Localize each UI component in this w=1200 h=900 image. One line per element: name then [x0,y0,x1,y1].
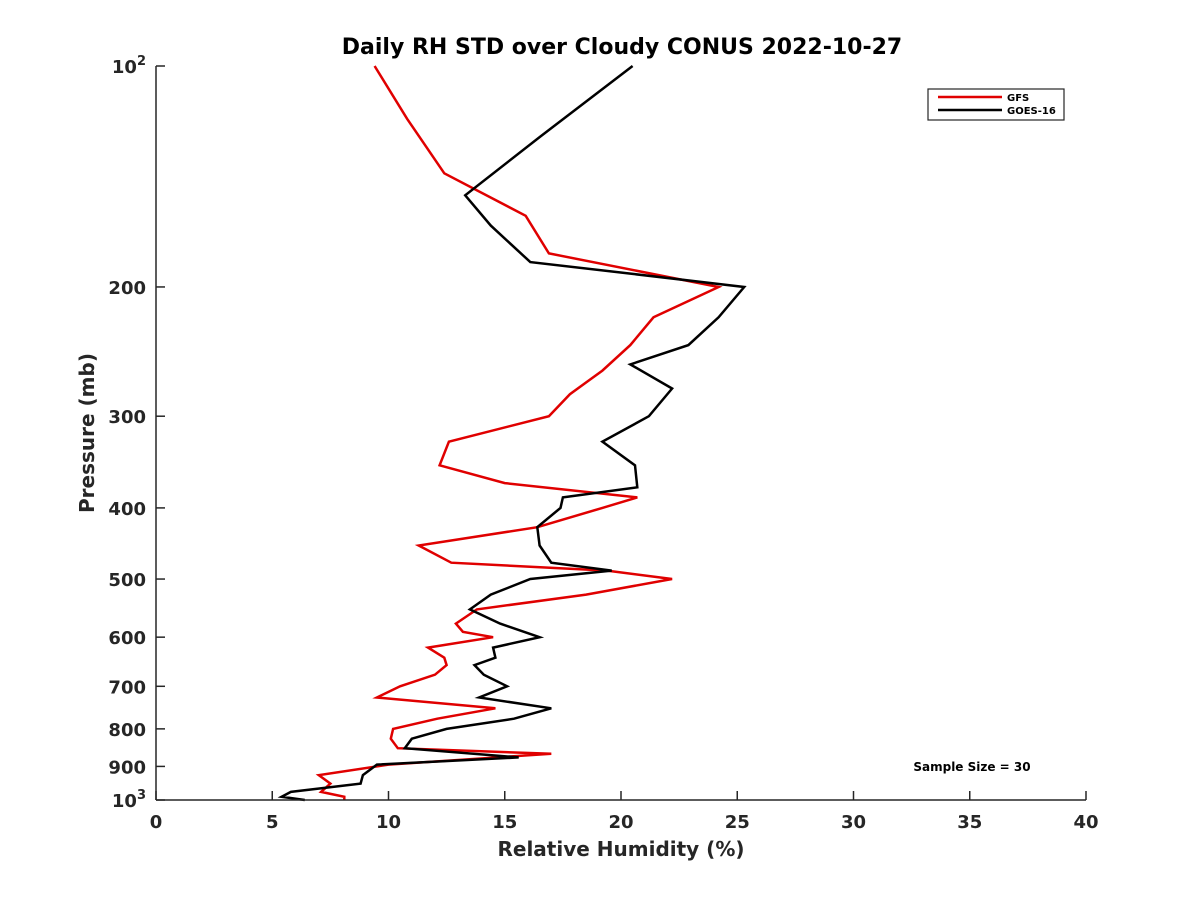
x-tick-label: 30 [841,812,866,833]
y-ticks: 102 200 300 400 500 600 700 800 900 103 [108,54,165,812]
y-tick-label: 900 [108,757,146,778]
x-tick-label: 5 [266,812,279,833]
y-tick-label: 700 [108,677,146,698]
legend: GFS GOES-16 [927,88,1065,121]
x-ticks: 0 5 10 15 20 25 30 35 40 [150,791,1099,833]
legend-box [927,88,1065,121]
x-tick-label: 25 [725,812,750,833]
y-tick-label: 103 [112,788,146,812]
chart-title: Daily RH STD over Cloudy CONUS 2022-10-2… [342,35,902,60]
legend-label-goes16: GOES-16 [1007,106,1056,117]
y-tick-label: 600 [108,628,146,649]
series-line-gfs [315,65,723,800]
x-tick-label: 40 [1073,812,1098,833]
x-tick-label: 20 [608,812,633,833]
series-layer [277,65,747,802]
x-tick-label: 10 [376,812,401,833]
sample-size-annotation: Sample Size = 30 [913,760,1030,774]
y-tick-label: 800 [108,720,146,741]
series-line-goes16 [277,65,747,802]
y-tick-label: 300 [108,407,146,428]
y-tick-label: 200 [108,278,146,299]
y-axis-label: Pressure (mb) [75,353,99,513]
y-tick-label: 400 [108,499,146,520]
x-tick-label: 35 [957,812,982,833]
x-tick-label: 0 [150,812,163,833]
y-tick-label: 500 [108,570,146,591]
x-axis-label: Relative Humidity (%) [497,837,744,861]
y-tick-label: 102 [112,54,146,78]
x-tick-label: 15 [492,812,517,833]
legend-label-gfs: GFS [1007,93,1029,104]
